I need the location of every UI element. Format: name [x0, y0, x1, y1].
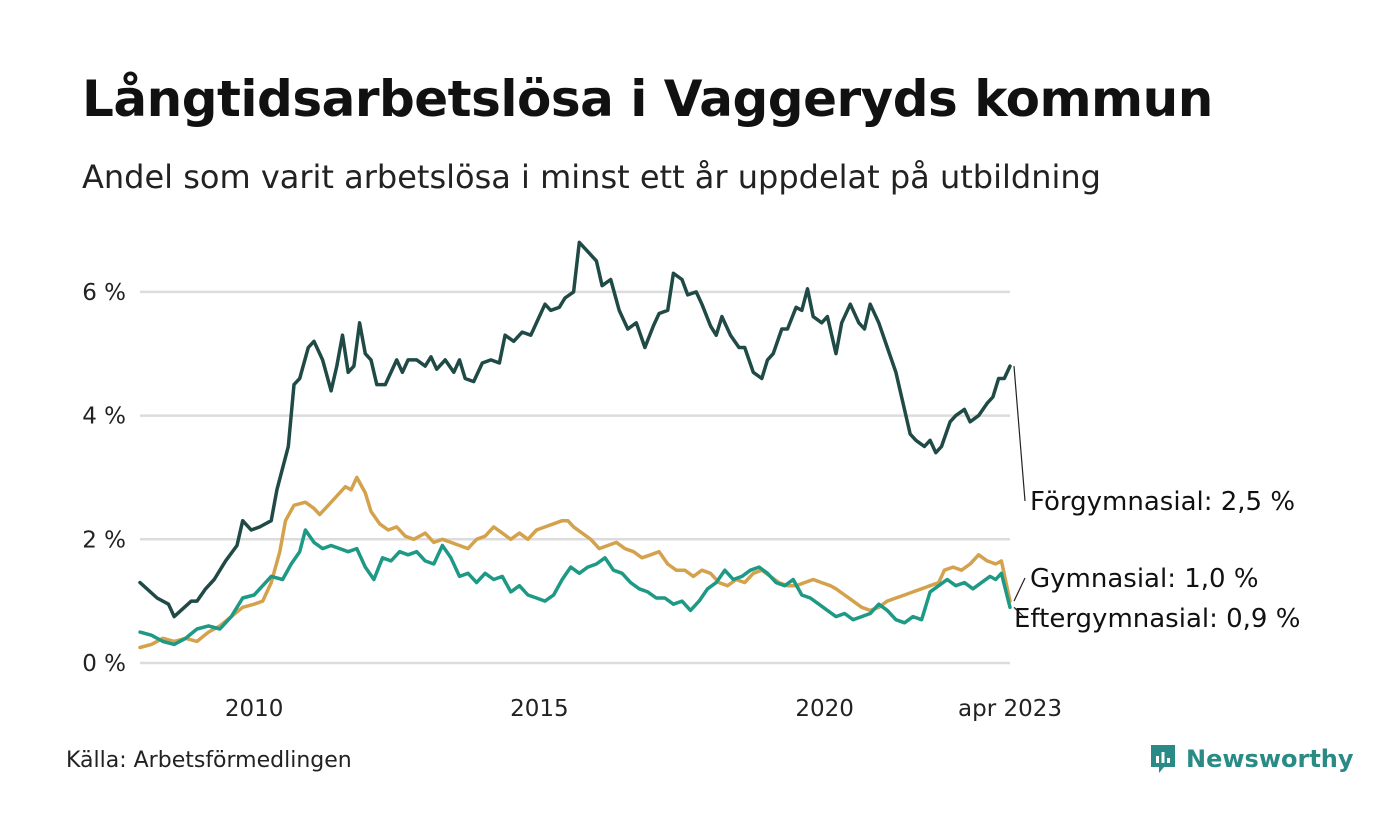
label-leader-line [1013, 577, 1026, 602]
label-leader-line [1013, 366, 1026, 502]
series-lines [138, 240, 1012, 650]
series-end-labels: Förgymnasial: 2,5 % Gymnasial: 1,0 % Efter… [1013, 366, 1300, 634]
y-tick-label: 0 % [82, 651, 126, 677]
x-tick-label: 2020 [795, 696, 854, 722]
x-axis-tick-labels: 2010 2015 2020 apr 2023 [225, 696, 1062, 722]
x-tick-label: apr 2023 [958, 696, 1062, 722]
label-leader-line [1013, 606, 1026, 619]
y-tick-label: 4 % [82, 404, 126, 430]
y-tick-label: 6 % [82, 280, 126, 306]
source-note: Källa: Arbetsförmedlingen [66, 748, 352, 773]
series-line [138, 240, 1012, 619]
x-tick-label: 2010 [225, 696, 284, 722]
y-tick-label: 2 % [82, 527, 126, 553]
y-axis-tick-labels: 0 % 2 % 4 % 6 % [82, 280, 126, 677]
brand-name: Newsworthy [1186, 745, 1354, 773]
chart-title: Långtidsarbetslösa i Vaggeryds kommun [82, 70, 1213, 128]
x-tick-label: 2015 [510, 696, 569, 722]
series-end-label: Gymnasial: 1,0 % [1030, 564, 1259, 594]
series-end-label: Eftergymnasial: 0,9 % [1014, 604, 1300, 634]
series-line [138, 528, 1012, 647]
chart-subtitle: Andel som varit arbetslösa i minst ett å… [82, 158, 1101, 196]
series-end-label: Förgymnasial: 2,5 % [1030, 487, 1295, 517]
brand-logo[interactable]: Newsworthy [1148, 742, 1354, 776]
newsworthy-logo-icon [1151, 745, 1175, 773]
series-line [138, 475, 1012, 650]
